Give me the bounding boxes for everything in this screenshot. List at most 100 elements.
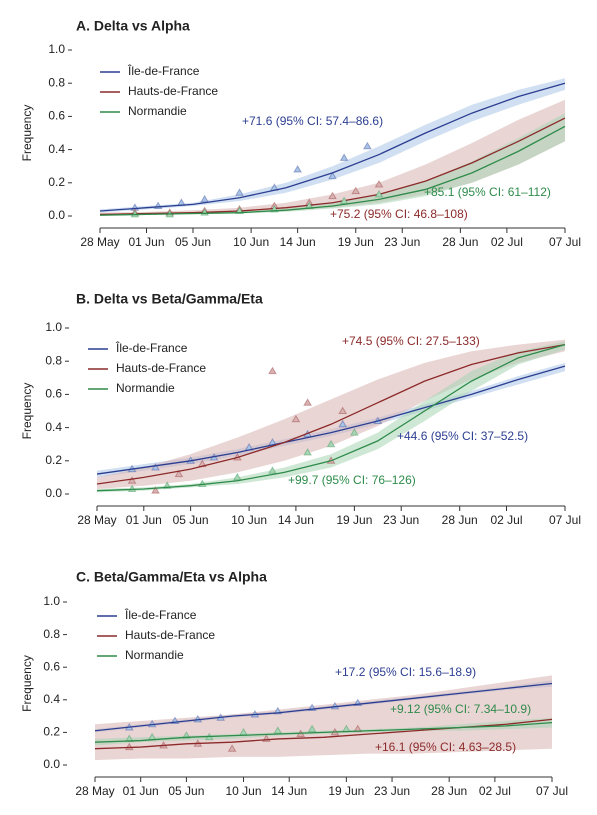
y-tick-label: 0.6 (45, 387, 62, 401)
legend-label: Normandie (125, 648, 184, 662)
data-point (151, 462, 160, 471)
annotation: +99.7 (95% CI: 76–126) (288, 473, 416, 487)
x-tick-label: 02 Jul (479, 784, 511, 798)
x-tick-label: 19 Jun (338, 235, 374, 249)
data-point (268, 466, 277, 474)
annotation: +74.5 (95% CI: 27.5–133) (342, 334, 480, 348)
x-tick-label: 10 Jun (226, 784, 262, 798)
x-tick-label: 02 Jul (490, 513, 522, 527)
y-tick-label: 1.0 (43, 594, 60, 608)
data-point (233, 472, 242, 481)
y-tick-label: 1.0 (45, 320, 62, 334)
fit-line (94, 682, 553, 732)
x-tick-label: 28 May (75, 784, 114, 798)
legend-label: Île-de-France (115, 340, 188, 355)
y-tick-label: 0.2 (43, 725, 60, 739)
y-tick-label: 0.6 (43, 659, 60, 673)
data-point (303, 398, 312, 406)
data-point (338, 419, 348, 428)
annotation: +71.6 (95% CI: 57.4–86.6) (242, 114, 383, 128)
x-tick-label: 19 Jun (336, 513, 372, 527)
data-point (227, 744, 237, 752)
y-tick-label: 0.4 (48, 142, 65, 156)
annotation: +75.2 (95% CI: 46.8–108) (330, 207, 468, 221)
y-tick-label: 0.8 (45, 353, 62, 367)
chart-title: B. Delta vs Beta/Gamma/Eta (76, 291, 263, 307)
y-tick-label: 0.6 (48, 109, 65, 123)
data-point (374, 179, 384, 188)
chart-title: C. Beta/Gamma/Eta vs Alpha (76, 569, 267, 585)
legend-label: Île-de-France (124, 607, 197, 622)
y-tick-label: 0.2 (48, 175, 65, 189)
ci-band (97, 339, 565, 490)
data-point (328, 191, 337, 200)
data-point (307, 724, 317, 733)
chart-title: A. Delta vs Alpha (76, 18, 190, 34)
x-tick-label: 23 Jun (383, 513, 419, 527)
legend-label: Hauts-de-France (128, 84, 218, 98)
legend-label: Normandie (116, 381, 175, 395)
x-tick-label: 01 Jun (128, 235, 164, 249)
x-tick-label: 23 Jun (384, 235, 420, 249)
x-tick-label: 28 Jun (442, 513, 478, 527)
legend-label: Hauts-de-France (116, 361, 206, 375)
x-tick-label: 07 Jul (549, 235, 581, 249)
fit-line (96, 343, 566, 485)
x-tick-label: 05 Jun (173, 513, 209, 527)
y-tick-label: 0.0 (43, 757, 60, 771)
y-tick-label: 0.2 (45, 453, 62, 467)
x-tick-label: 19 Jun (328, 784, 364, 798)
annotation: +9.12 (95% CI: 7.34–10.9) (390, 702, 531, 716)
legend-label: Hauts-de-France (125, 628, 215, 642)
fit-line (96, 365, 566, 475)
x-tick-label: 01 Jun (126, 513, 162, 527)
x-tick-label: 28 May (77, 513, 116, 527)
y-axis-label: Frequency (20, 105, 34, 162)
x-tick-label: 02 Jul (491, 235, 523, 249)
y-tick-label: 0.4 (45, 420, 62, 434)
data-point (200, 194, 209, 203)
x-tick-label: 23 Jun (374, 784, 410, 798)
data-point (293, 165, 302, 173)
y-tick-label: 1.0 (48, 42, 65, 56)
fit-line (99, 125, 566, 216)
y-tick-label: 0.0 (48, 208, 65, 222)
y-tick-label: 0.4 (43, 692, 60, 706)
legend-label: Normandie (128, 104, 187, 118)
x-tick-label: 14 Jun (280, 235, 316, 249)
data-point (303, 448, 312, 456)
data-point (350, 428, 359, 436)
fit-line (94, 721, 553, 743)
x-tick-label: 10 Jun (233, 235, 269, 249)
x-tick-label: 28 Jun (431, 784, 467, 798)
data-point (339, 196, 349, 205)
y-tick-label: 0.8 (48, 75, 65, 89)
x-tick-label: 05 Jun (168, 784, 204, 798)
data-point (174, 469, 184, 478)
data-point (151, 486, 160, 494)
x-tick-label: 07 Jul (549, 513, 581, 527)
fit-line (99, 82, 566, 212)
ci-band (100, 113, 565, 216)
x-tick-label: 28 May (80, 235, 119, 249)
data-point (326, 439, 336, 448)
x-tick-label: 14 Jun (271, 784, 307, 798)
x-tick-label: 05 Jun (175, 235, 211, 249)
annotation: +85.1 (95% CI: 61–112) (424, 185, 551, 199)
x-tick-label: 10 Jun (231, 513, 267, 527)
x-tick-label: 28 Jun (442, 235, 478, 249)
annotation: +44.6 (95% CI: 37–52.5) (397, 429, 528, 443)
y-axis-label: Frequency (20, 655, 34, 712)
y-axis-label: Frequency (20, 383, 34, 440)
x-tick-label: 07 Jul (536, 784, 568, 798)
legend-label: Île-de-France (127, 63, 200, 78)
fit-line (99, 117, 566, 215)
data-point (338, 406, 348, 414)
data-point (328, 171, 337, 180)
data-point (351, 186, 361, 195)
fit-line (96, 343, 566, 492)
ci-band (97, 362, 565, 478)
data-point (273, 726, 283, 734)
data-point (339, 153, 349, 161)
